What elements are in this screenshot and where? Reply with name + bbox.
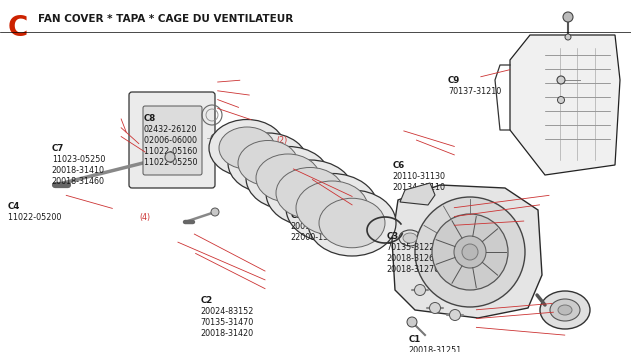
- Ellipse shape: [550, 299, 580, 321]
- Circle shape: [165, 152, 175, 162]
- Circle shape: [565, 34, 571, 40]
- Ellipse shape: [308, 190, 396, 256]
- Text: C3: C3: [386, 232, 398, 241]
- Ellipse shape: [296, 181, 368, 235]
- Text: (2): (2): [276, 147, 287, 156]
- Text: C1: C1: [408, 335, 420, 344]
- Ellipse shape: [403, 233, 417, 243]
- Text: C: C: [8, 14, 28, 42]
- Text: 20018-31410: 20018-31410: [52, 165, 105, 175]
- Text: 20134-31110: 20134-31110: [392, 183, 445, 192]
- Text: 11022-05250: 11022-05250: [144, 158, 200, 168]
- Text: 22000-13320: 22000-13320: [290, 233, 343, 242]
- Circle shape: [449, 309, 461, 321]
- Polygon shape: [510, 35, 620, 175]
- Text: 11023-05250: 11023-05250: [52, 155, 105, 164]
- Circle shape: [415, 197, 525, 307]
- Circle shape: [563, 12, 573, 22]
- Text: C8: C8: [144, 114, 156, 124]
- Text: 02006-06000: 02006-06000: [144, 136, 199, 145]
- Text: 20018-31270: 20018-31270: [386, 265, 439, 274]
- Text: (2): (2): [276, 136, 287, 145]
- Text: 70137-31210: 70137-31210: [448, 87, 501, 96]
- Text: C2: C2: [201, 296, 213, 305]
- Circle shape: [415, 284, 425, 295]
- Ellipse shape: [319, 198, 385, 248]
- Text: FAN COVER * TAPA * CAGE DU VENTILATEUR: FAN COVER * TAPA * CAGE DU VENTILATEUR: [38, 14, 293, 24]
- Ellipse shape: [219, 127, 275, 169]
- Circle shape: [454, 236, 486, 268]
- Circle shape: [211, 208, 219, 216]
- Ellipse shape: [558, 305, 572, 315]
- Text: 20018-31460: 20018-31460: [52, 177, 105, 186]
- FancyBboxPatch shape: [129, 92, 215, 188]
- Text: (2): (2): [276, 158, 287, 168]
- Text: 20024-83152: 20024-83152: [201, 307, 254, 316]
- Ellipse shape: [246, 146, 330, 209]
- FancyBboxPatch shape: [143, 106, 202, 175]
- Text: C5: C5: [290, 211, 302, 220]
- Text: 20018-31420: 20018-31420: [201, 329, 254, 338]
- Circle shape: [407, 317, 417, 327]
- Text: (4): (4): [140, 213, 151, 222]
- Polygon shape: [392, 185, 542, 318]
- Ellipse shape: [238, 140, 298, 186]
- Text: 11022-05200: 11022-05200: [8, 213, 64, 222]
- Circle shape: [557, 76, 565, 84]
- Text: 11022-05160: 11022-05160: [144, 147, 199, 156]
- Text: 20018-31260: 20018-31260: [386, 254, 439, 263]
- Ellipse shape: [540, 291, 590, 329]
- Text: C9: C9: [448, 76, 460, 85]
- Circle shape: [558, 96, 565, 103]
- Ellipse shape: [266, 160, 354, 226]
- Text: 20110-31130: 20110-31130: [392, 172, 445, 181]
- Ellipse shape: [209, 119, 285, 176]
- Text: C4: C4: [8, 202, 20, 212]
- Text: 02432-26120: 02432-26120: [144, 125, 198, 134]
- Text: 70135-31470: 70135-31470: [201, 318, 254, 327]
- Ellipse shape: [399, 230, 421, 246]
- Text: 20018-31430: 20018-31430: [290, 222, 343, 231]
- Ellipse shape: [276, 168, 344, 219]
- Ellipse shape: [256, 154, 320, 202]
- Text: C6: C6: [392, 161, 404, 170]
- Circle shape: [462, 244, 478, 260]
- Circle shape: [430, 302, 440, 314]
- Circle shape: [432, 214, 508, 290]
- Ellipse shape: [286, 174, 378, 243]
- Ellipse shape: [228, 133, 308, 193]
- Text: C7: C7: [52, 144, 64, 153]
- Text: 70135-31221: 70135-31221: [386, 243, 440, 252]
- Polygon shape: [400, 183, 435, 205]
- Text: 20018-31251: 20018-31251: [408, 346, 461, 352]
